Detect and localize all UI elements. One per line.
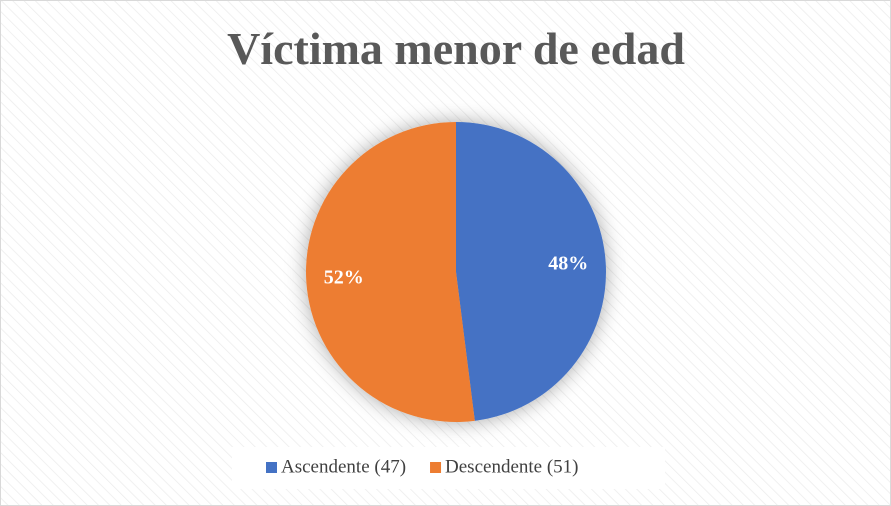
legend-swatch (266, 462, 277, 473)
legend-label: Descendente (51) (445, 456, 578, 477)
pie-slice (456, 122, 607, 421)
pie (306, 122, 607, 422)
pie-slice (306, 122, 475, 422)
data-label: 48% (548, 253, 588, 275)
data-label: 52% (324, 267, 364, 289)
legend-box (232, 447, 665, 489)
legend-swatch (430, 462, 442, 473)
chart-title: Víctima menor de edad (227, 23, 685, 74)
legend-label: Ascendente (47) (281, 456, 406, 477)
